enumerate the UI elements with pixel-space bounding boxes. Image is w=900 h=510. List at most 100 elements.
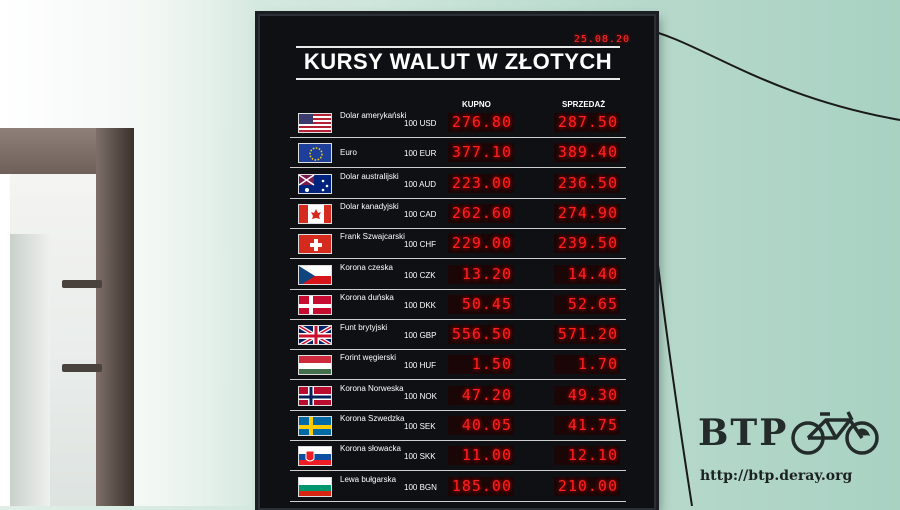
ca-flag-icon [298,203,332,224]
sell-rate: 210.00 [554,476,620,496]
buy-rate: 40.05 [448,416,514,435]
currency-name: Euro [340,148,357,158]
buy-rate: 13.20 [448,264,514,284]
sk-flag-icon [298,446,332,467]
eu-flag-icon [298,143,332,164]
rate-row: Lewa bułgarska 100 BGN 185.00 210.00 [290,472,626,502]
column-header-sell: SPRZEDAŻ [562,100,606,109]
no-flag-icon [298,385,332,406]
rate-row: Korona słowacka 100 SKK 11.00 12.10 [290,441,626,472]
buy-rate: 262.60 [448,203,514,223]
currency-unit: 100 AUD [404,179,437,189]
exchange-rate-board: 25.08.20 KURSY WALUT W ZŁOTYCH KUPNO SPR… [258,14,656,510]
rate-row: Dolar amerykański 100 USD 276.80 287.50 [290,108,626,138]
window-frame-side [96,128,134,506]
buy-rate: 223.00 [448,173,514,193]
rate-row: Dolar australijski 100 AUD 223.00 236.50 [290,169,626,199]
currency-unit: 100 EUR [404,149,437,159]
row-divider [290,137,626,138]
sell-rate: 49.30 [554,385,620,405]
logo-text: BTP [698,412,789,454]
row-divider [290,318,626,320]
dk-flag-icon [298,294,332,315]
currency-name: Dolar amerykański [340,111,407,120]
buy-rate: 11.00 [448,446,514,466]
row-divider [290,288,626,290]
currency-unit: 100 CZK [404,270,436,280]
rate-row: Dolar kanadyjski 100 CAD 262.60 274.90 [290,199,626,229]
buy-rate: 47.20 [448,385,514,405]
sell-rate: 14.40 [554,264,620,284]
row-divider [290,349,626,351]
title-rule-bottom [296,78,620,80]
buy-rate: 229.00 [448,234,514,254]
currency-name: Forint węgierski [340,353,397,363]
row-divider [290,440,626,441]
row-divider [290,379,626,381]
btp-logo: BTP [698,411,888,472]
currency-name: Korona słowacka [340,444,401,454]
currency-name: Lewa bułgarska [340,474,397,484]
buy-rate: 276.80 [448,113,514,132]
sell-rate: 12.10 [554,446,620,466]
rate-row: Korona duńska 100 DKK 50.45 52.65 [290,290,626,320]
hu-flag-icon [298,355,332,376]
window-hinge [62,280,102,288]
watermark-url: http://btp.deray.org [700,468,853,484]
row-divider [290,500,626,502]
title-rule-top [296,46,620,48]
currency-unit: 100 DKK [404,300,437,310]
row-divider [290,167,626,169]
currency-unit: 100 SEK [404,422,436,431]
rate-row: Korona czeska 100 CZK 13.20 14.40 [290,260,626,290]
sell-rate: 236.50 [554,173,620,193]
currency-unit: 100 HUF [404,361,437,371]
row-divider [290,470,626,472]
rate-row: Korona Szwedzka 100 SEK 40.05 41.75 [290,411,626,441]
sell-rate: 274.90 [554,203,620,223]
currency-unit: 100 GBP [404,331,437,341]
currency-name: Korona czeska [340,262,393,272]
row-divider [290,197,626,199]
buy-rate: 1.50 [448,355,514,375]
row-divider [290,258,626,260]
ch-flag-icon [298,234,332,255]
sell-rate: 389.40 [554,143,620,163]
currency-unit: 100 BGN [404,482,437,492]
sell-rate: 571.20 [554,325,620,345]
bg-flag-icon [298,476,332,497]
rate-row: Frank Szwajcarski 100 CHF 229.00 239.50 [290,229,626,260]
sell-rate: 1.70 [554,355,620,375]
buy-rate: 377.10 [448,143,514,163]
currency-unit: 100 NOK [404,391,437,401]
rate-row: Korona Norweska 100 NOK 47.20 49.30 [290,381,626,411]
cz-flag-icon [298,264,332,285]
currency-unit: 100 CAD [404,209,437,219]
currency-unit: 100 SKK [404,452,436,462]
board-date: 25.08.20 [573,34,630,45]
currency-name: Funt brytyjski [340,323,388,333]
currency-name: Frank Szwajcarski [340,232,405,242]
currency-name: Korona duńska [340,292,394,302]
au-flag-icon [298,173,332,194]
currency-name: Dolar kanadyjski [340,201,399,211]
currency-unit: 100 CHF [404,240,437,250]
sell-rate: 239.50 [554,234,620,254]
se-flag-icon [298,416,332,436]
window-glass [10,174,96,506]
row-divider [290,409,626,411]
buy-rate: 185.00 [448,476,514,496]
currency-name: Dolar australijski [340,171,399,181]
board-title: KURSY WALUT W ZŁOTYCH [303,49,613,74]
bicycle-icon [791,411,879,455]
rate-row: Forint węgierski 100 HUF 1.50 1.70 [290,350,626,381]
sell-rate: 52.65 [554,294,620,314]
window-frame [0,128,135,506]
sell-rate: 287.50 [554,113,620,132]
column-header-buy: KUPNO [462,100,491,109]
rate-row: Euro 100 EUR 377.10 389.40 [290,138,626,169]
sell-rate: 41.75 [554,416,620,435]
buy-rate: 556.50 [448,325,514,345]
currency-name: Korona Norweska [340,383,404,393]
rate-row: Funt brytyjski 100 GBP 556.50 571.20 [290,320,626,351]
